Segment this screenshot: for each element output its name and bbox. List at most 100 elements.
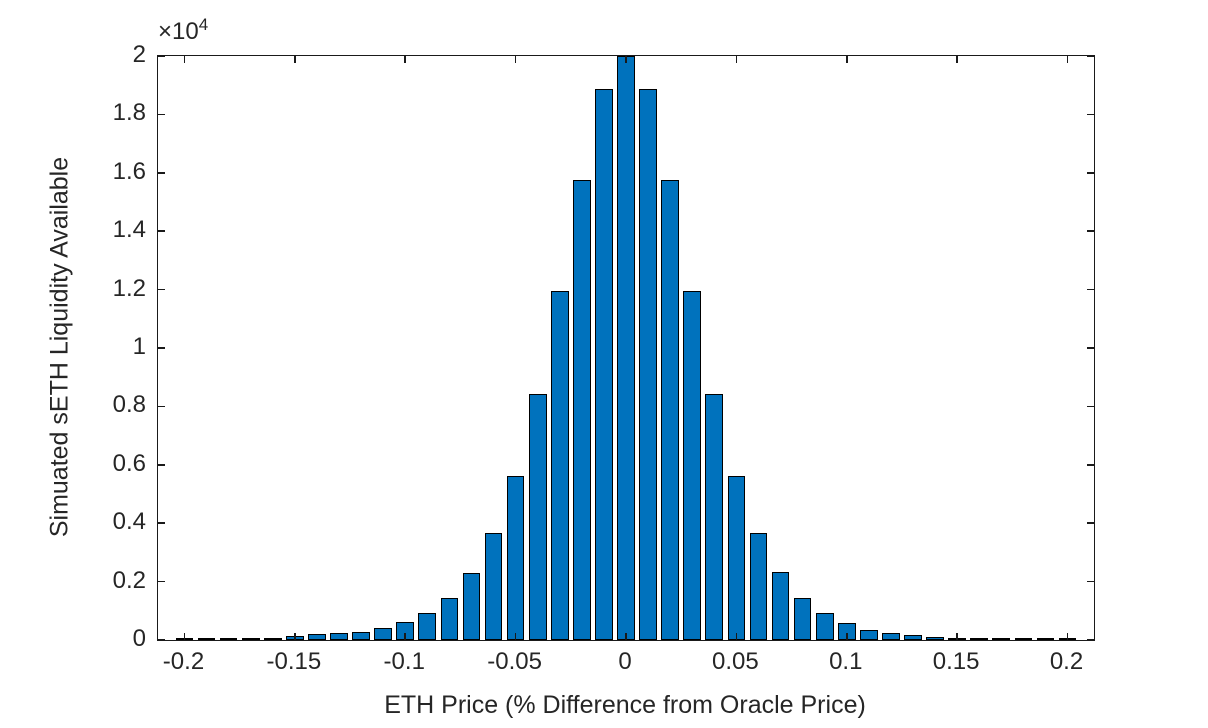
- y-axis-tick: [158, 639, 165, 641]
- x-axis-tick: [294, 56, 296, 63]
- x-axis-tick: [514, 56, 517, 63]
- histogram-bar: [1014, 637, 1033, 640]
- x-tick-label: 0.2: [1049, 648, 1084, 675]
- histogram-bar: [308, 634, 326, 640]
- x-axis-tick: [625, 633, 627, 640]
- x-tick-label: 0: [618, 648, 632, 675]
- x-tick-label: 0.1: [829, 648, 863, 675]
- x-axis-tick: [846, 633, 848, 640]
- y-axis-tick: [158, 580, 165, 583]
- y-tick-label: 0.6: [112, 449, 146, 477]
- histogram-bar: [793, 597, 812, 640]
- y-tick-label: 2: [132, 41, 146, 68]
- y-axis-tick: [1087, 522, 1094, 524]
- y-axis-tick: [1087, 580, 1094, 583]
- histogram-bar: [1036, 637, 1055, 640]
- histogram-bar: [330, 633, 348, 640]
- y-tick-label: 1.2: [112, 274, 146, 302]
- y-axis-tick: [1087, 172, 1094, 174]
- y-axis-tick: [1087, 405, 1094, 408]
- x-axis-tick: [625, 56, 627, 63]
- histogram-bar: [484, 532, 503, 640]
- histogram-bar: [440, 597, 459, 640]
- histogram-bar: [263, 637, 282, 640]
- y-axis-tick: [1087, 55, 1094, 57]
- histogram-bar: [374, 627, 392, 640]
- y-axis-exponent-base: ×10: [158, 18, 199, 45]
- y-axis-tick: [158, 347, 165, 349]
- x-axis-tick: [956, 633, 958, 640]
- x-axis-tick: [514, 633, 517, 640]
- y-axis-tick: [158, 55, 165, 57]
- histogram-bar: [661, 180, 679, 640]
- y-axis-tick: [1087, 464, 1094, 466]
- histogram-bar: [992, 637, 1011, 640]
- y-axis-exponent: ×104: [158, 15, 209, 46]
- histogram-bar: [528, 394, 547, 640]
- x-axis-tick: [183, 56, 186, 63]
- y-axis-tick: [158, 288, 165, 291]
- histogram-bar: [550, 291, 569, 640]
- y-axis-tick: [1087, 230, 1094, 232]
- histogram-bar: [617, 56, 635, 640]
- histogram-bar: [705, 394, 724, 640]
- y-axis-exponent-power: 4: [198, 15, 209, 34]
- x-tick-label: -0.2: [162, 648, 205, 675]
- x-tick-label: -0.05: [487, 648, 542, 675]
- x-axis-tick: [735, 56, 738, 63]
- histogram-bar: [595, 89, 613, 640]
- x-axis-tick: [294, 633, 296, 640]
- y-tick-label: 1.8: [112, 99, 146, 127]
- histogram-bar: [882, 633, 900, 640]
- histogram-bar: [418, 612, 437, 640]
- x-tick-label: 0.15: [932, 648, 980, 675]
- x-tick-label: -0.15: [266, 648, 322, 675]
- y-axis-tick: [158, 172, 165, 174]
- x-axis-tick: [735, 633, 738, 640]
- x-axis-tick: [404, 633, 406, 640]
- y-axis-tick: [1087, 288, 1094, 291]
- histogram-bar: [573, 180, 591, 640]
- y-axis-tick: [158, 522, 165, 524]
- y-tick-label: 0.4: [112, 508, 146, 536]
- y-axis-tick: [1087, 113, 1094, 116]
- y-axis-label: Simuated sETH Liquidity Available: [45, 156, 74, 538]
- y-axis-tick: [1087, 639, 1094, 641]
- histogram-bar: [352, 631, 370, 640]
- y-axis-tick: [158, 230, 165, 232]
- histogram-bar: [241, 637, 260, 640]
- histogram-bar: [727, 476, 746, 640]
- histogram-bar: [860, 630, 878, 640]
- y-tick-label: 1: [132, 333, 146, 360]
- histogram-bar: [815, 612, 834, 640]
- x-axis-tick: [183, 633, 186, 640]
- histogram-bar: [970, 637, 989, 640]
- histogram-bar: [506, 476, 525, 640]
- y-axis-tick: [158, 405, 165, 408]
- histogram-bar: [219, 637, 238, 640]
- y-tick-label: 1.4: [112, 216, 146, 244]
- x-axis-label: ETH Price (% Difference from Oracle Pric…: [384, 691, 866, 719]
- histogram-bar: [904, 635, 922, 640]
- y-tick-label: 1.6: [112, 157, 146, 185]
- plot-area: [157, 55, 1095, 641]
- y-tick-label: 0.2: [112, 566, 146, 594]
- x-axis-tick: [846, 56, 848, 63]
- y-axis-tick: [1087, 347, 1094, 349]
- histogram-bar: [462, 572, 481, 640]
- histogram-bar: [683, 291, 702, 640]
- x-tick-label: -0.1: [383, 648, 425, 675]
- x-axis-tick: [404, 56, 406, 63]
- x-tick-label: 0.05: [712, 648, 759, 675]
- y-tick-label: 0: [132, 625, 146, 652]
- x-axis-tick: [1066, 633, 1069, 640]
- y-axis-tick: [158, 113, 165, 116]
- histogram-bar: [197, 637, 216, 640]
- histogram-bar: [639, 89, 657, 640]
- x-axis-tick: [1066, 56, 1069, 63]
- y-axis-tick: [158, 464, 165, 466]
- histogram-bar: [771, 571, 790, 640]
- y-tick-label: 0.8: [112, 391, 146, 419]
- histogram-bar: [926, 636, 944, 640]
